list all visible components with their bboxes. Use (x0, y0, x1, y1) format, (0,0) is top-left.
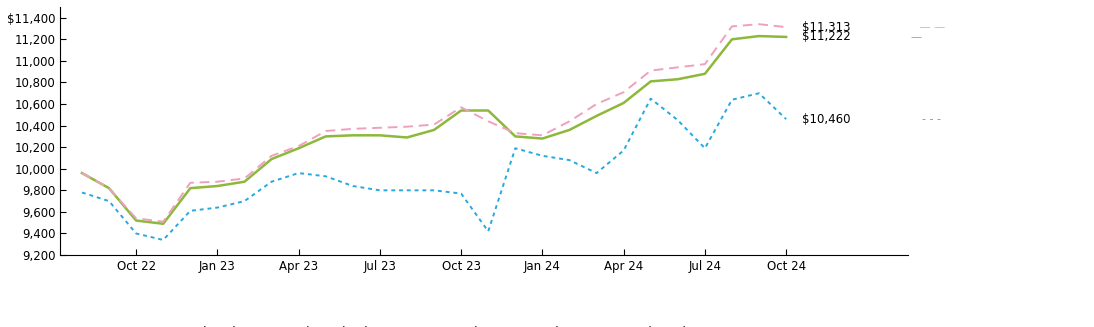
Bloomberg U.S. Universal Index (265, 180, 278, 184)
Bloomberg U.S. Universal Index (428, 188, 441, 192)
Fund (184, 186, 197, 190)
Bloomberg U.S. Universal Index (590, 171, 603, 175)
Line: Fund: Fund (82, 36, 787, 224)
Cboe HYG BuyWrite Index (400, 125, 414, 129)
Text: - - -: - - - (921, 114, 941, 124)
Fund (237, 180, 251, 184)
Cboe HYG BuyWrite Index (698, 62, 711, 66)
Cboe HYG BuyWrite Index (509, 131, 522, 135)
Fund (672, 77, 685, 81)
Bloomberg U.S. Universal Index (780, 117, 793, 121)
Cboe HYG BuyWrite Index (129, 216, 142, 220)
Cboe HYG BuyWrite Index (536, 133, 549, 137)
Fund (455, 109, 468, 112)
Fund (265, 157, 278, 161)
Fund (753, 34, 766, 38)
Bloomberg U.S. Universal Index (455, 192, 468, 196)
Bloomberg U.S. Universal Index (644, 97, 657, 101)
Cboe HYG BuyWrite Index (753, 22, 766, 26)
Bloomberg U.S. Universal Index (319, 174, 333, 178)
Bloomberg U.S. Universal Index (75, 191, 89, 195)
Fund (400, 135, 414, 139)
Fund (644, 79, 657, 83)
Cboe HYG BuyWrite Index (455, 105, 468, 109)
Fund (211, 184, 224, 188)
Cboe HYG BuyWrite Index (211, 180, 224, 184)
Fund (509, 134, 522, 138)
Fund (75, 171, 89, 175)
Cboe HYG BuyWrite Index (373, 126, 386, 130)
Bloomberg U.S. Universal Index (129, 232, 142, 235)
Cboe HYG BuyWrite Index (265, 154, 278, 158)
Cboe HYG BuyWrite Index (292, 144, 305, 148)
Fund (481, 109, 494, 112)
Fund (725, 37, 738, 41)
Bloomberg U.S. Universal Index (698, 146, 711, 150)
Fund (292, 146, 305, 150)
Fund (617, 101, 630, 105)
Fund (129, 218, 142, 222)
Fund (156, 222, 170, 226)
Bloomberg U.S. Universal Index (563, 158, 577, 162)
Bloomberg U.S. Universal Index (753, 91, 766, 95)
Line: Bloomberg U.S. Universal Index: Bloomberg U.S. Universal Index (82, 93, 787, 240)
Cboe HYG BuyWrite Index (319, 129, 333, 133)
Bloomberg U.S. Universal Index (237, 199, 251, 203)
Line: Cboe HYG BuyWrite Index: Cboe HYG BuyWrite Index (82, 24, 787, 222)
Cboe HYG BuyWrite Index (780, 25, 793, 29)
Fund (373, 133, 386, 137)
Cboe HYG BuyWrite Index (428, 123, 441, 127)
Bloomberg U.S. Universal Index (509, 146, 522, 150)
Cboe HYG BuyWrite Index (590, 102, 603, 106)
Cboe HYG BuyWrite Index (184, 181, 197, 185)
Text: $11,222: $11,222 (802, 30, 851, 43)
Bloomberg U.S. Universal Index (184, 209, 197, 213)
Bloomberg U.S. Universal Index (617, 148, 630, 152)
Bloomberg U.S. Universal Index (103, 199, 116, 203)
Cboe HYG BuyWrite Index (481, 119, 494, 123)
Cboe HYG BuyWrite Index (346, 127, 359, 131)
Bloomberg U.S. Universal Index (156, 238, 170, 242)
Bloomberg U.S. Universal Index (346, 184, 359, 188)
Bloomberg U.S. Universal Index (672, 118, 685, 122)
Cboe HYG BuyWrite Index (237, 177, 251, 181)
Fund (346, 133, 359, 137)
Cboe HYG BuyWrite Index (563, 119, 577, 123)
Fund (103, 186, 116, 190)
Fund (428, 128, 441, 132)
Cboe HYG BuyWrite Index (103, 186, 116, 190)
Text: $11,313: $11,313 (802, 21, 851, 34)
Bloomberg U.S. Universal Index (725, 98, 738, 102)
Cboe HYG BuyWrite Index (156, 220, 170, 224)
Cboe HYG BuyWrite Index (617, 90, 630, 94)
Fund (780, 35, 793, 39)
Bloomberg U.S. Universal Index (481, 229, 494, 233)
Bloomberg U.S. Universal Index (211, 206, 224, 210)
Cboe HYG BuyWrite Index (672, 65, 685, 69)
Fund (563, 128, 577, 132)
Bloomberg U.S. Universal Index (373, 188, 386, 192)
Legend: Bloomberg U.S. Universal Index, Fund, Cboe HYG BuyWrite Index: Bloomberg U.S. Universal Index, Fund, Cb… (146, 321, 705, 327)
Cboe HYG BuyWrite Index (725, 25, 738, 28)
Fund (319, 134, 333, 138)
Cboe HYG BuyWrite Index (644, 69, 657, 73)
Cboe HYG BuyWrite Index (75, 171, 89, 175)
Bloomberg U.S. Universal Index (292, 171, 305, 175)
Text: — —: — — (916, 22, 945, 32)
Bloomberg U.S. Universal Index (400, 188, 414, 192)
Text: —: — (910, 32, 922, 42)
Text: $10,460: $10,460 (802, 112, 851, 126)
Bloomberg U.S. Universal Index (536, 154, 549, 158)
Fund (698, 72, 711, 76)
Fund (590, 114, 603, 118)
Fund (536, 137, 549, 141)
